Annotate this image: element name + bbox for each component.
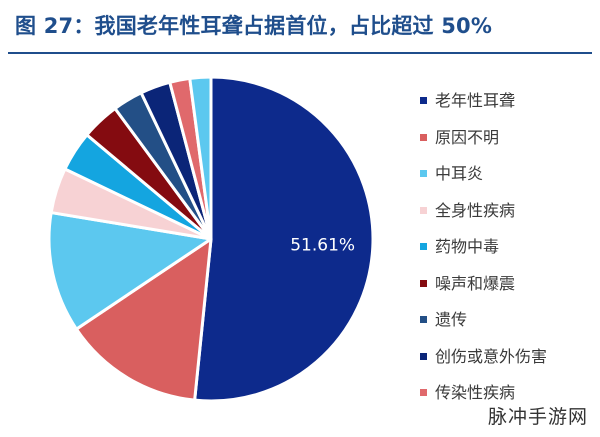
legend-item-2: 中耳炎: [420, 159, 595, 196]
legend-swatch-8: [420, 389, 427, 396]
legend-label-6: 遗传: [435, 310, 468, 329]
legend-item-7: 创伤或意外伤害: [420, 342, 595, 379]
legend-swatch-3: [420, 206, 427, 214]
legend-item-1: 原因不明: [420, 123, 595, 160]
legend: 老年性耳聋原因不明中耳炎全身性疾病药物中毒噪声和爆震遗传创伤或意外伤害 传染性疾病: [420, 86, 595, 415]
legend-label-5: 噪声和爆震: [435, 273, 516, 293]
legend-item-6: 遗传: [420, 305, 595, 342]
watermark: 脉冲手游网: [481, 400, 594, 431]
legend-item-5: 噪声和爆震: [420, 269, 595, 306]
legend-item-3: 全身性疾病: [420, 196, 595, 233]
legend-label-2: 中耳炎: [435, 164, 484, 183]
legend-swatch-6: [420, 316, 427, 323]
legend-swatch-4: [420, 243, 427, 250]
legend-item-0: 老年性耳聋: [420, 86, 595, 123]
legend-label-4: 药物中毒: [435, 237, 500, 256]
pie-slice-9: [188, 75, 213, 241]
chart-title: 图 27：我国老年性耳聋占据首位，占比超过 50%: [15, 14, 493, 38]
title-underline: [8, 52, 592, 54]
legend-item-8: 传染性疾病: [420, 378, 595, 415]
legend-swatch-0: [420, 97, 427, 104]
legend-label-1: 原因不明: [435, 127, 500, 147]
pie-slice-2: [47, 211, 213, 331]
legend-label-3: 全身性疾病: [435, 200, 516, 220]
legend-label-0: 老年性耳聋: [435, 91, 516, 110]
legend-label-7: 创伤或意外伤害: [435, 346, 548, 366]
pie-slice-1: [74, 237, 213, 402]
legend-swatch-5: [420, 279, 427, 287]
legend-label-8: 传染性疾病: [435, 383, 516, 402]
legend-swatch-2: [420, 170, 427, 177]
legend-swatch-1: [420, 133, 427, 141]
pie-slice-0: [193, 75, 375, 403]
legend-swatch-7: [420, 352, 427, 360]
legend-item-4: 药物中毒: [420, 232, 595, 269]
pie-data-label-0: 51.61%: [290, 236, 355, 256]
